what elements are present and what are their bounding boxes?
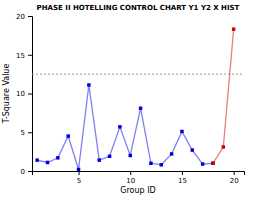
x-tick: 20 [230,171,239,185]
series-marker [211,162,214,165]
y-tick-label: 10 [16,90,25,98]
y-tick-label: 0 [21,168,25,176]
series-marker [232,27,235,30]
y-tick-label: 15 [16,51,25,59]
y-tick-label: 5 [21,129,25,137]
series-line [213,29,234,163]
series-marker [191,148,194,151]
series-marker [180,130,183,133]
x-tick-label: 15 [178,177,187,185]
plot-area [32,27,244,171]
series-marker [35,158,38,161]
series-marker [160,163,163,166]
y-tick-label: 20 [16,13,25,21]
series-line [37,85,213,169]
series-marker [149,162,152,165]
title: PHASE II HOTELLING CONTROL CHART Y1 Y2 X… [37,4,240,12]
series-marker [77,168,80,171]
series-marker [118,125,121,128]
y-tick: 0 [21,168,32,176]
y-tick-mark [28,16,32,17]
series-marker [129,154,132,157]
x-tick-mark [234,171,235,175]
series-marker [87,83,90,86]
series-marker [56,156,59,159]
y-tick: 5 [21,129,32,137]
y-axis-label: T-Square Value [2,64,11,125]
series-marker [46,161,49,164]
y-axis: 0 5 10 15 20 [16,13,32,176]
x-axis-label: Group ID [120,186,155,195]
y-axis-line [28,17,33,172]
x-tick: 5 [77,171,81,185]
x-tick-label: 10 [126,177,135,185]
x-tick-mark [130,171,131,175]
series-marker [222,145,225,148]
x-tick-mark [79,171,80,175]
y-tick-mark [28,94,32,95]
series-marker [108,155,111,158]
y-tick-mark [28,55,32,56]
x-tick: 10 [126,171,135,185]
y-tick-mark [28,132,32,133]
series-marker [211,162,214,165]
y-tick-mark [28,171,32,172]
x-tick-mark [182,171,183,175]
chart: 5 10 15 20 0 5 10 15 20 PHASE II HOTELLING CONTRO… [0,0,254,197]
x-tick: 15 [178,171,187,185]
x-tick-label: 20 [230,177,239,185]
series-marker [139,106,142,109]
series-marker [97,158,100,161]
series-marker [66,134,69,137]
ucl-line [32,74,244,75]
series-marker [170,152,173,155]
y-tick: 10 [16,90,32,98]
y-tick: 15 [16,51,32,59]
x-axis-line [33,172,245,176]
y-tick: 20 [16,13,32,21]
x-axis: 5 10 15 20 [33,171,245,185]
series-marker [201,162,204,165]
x-tick-label: 5 [77,177,81,185]
